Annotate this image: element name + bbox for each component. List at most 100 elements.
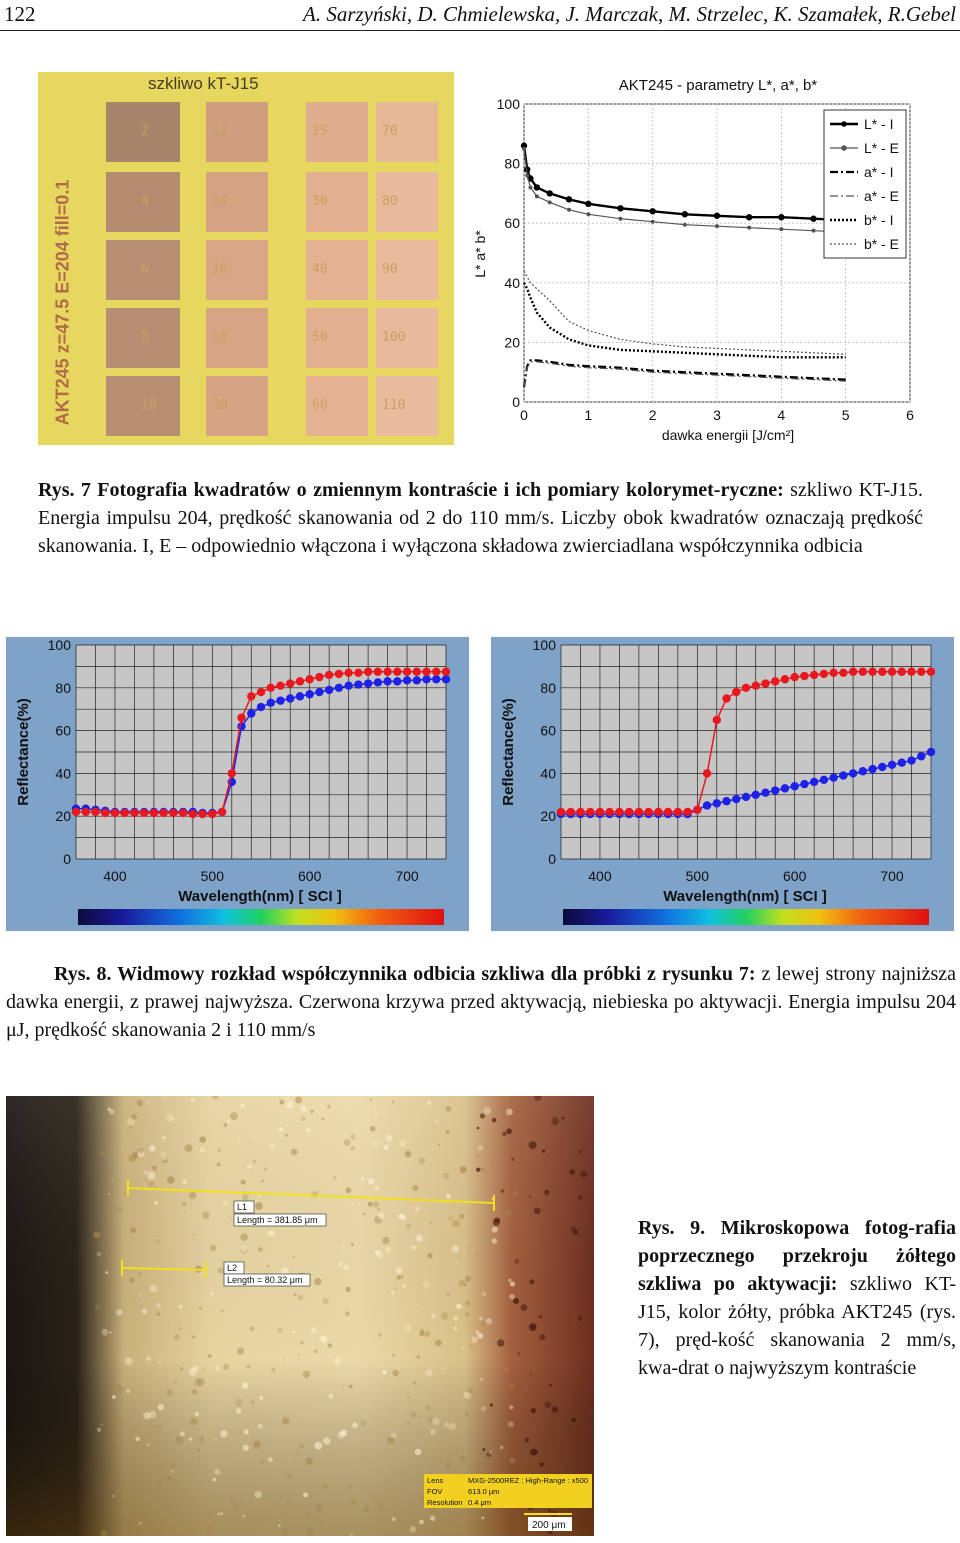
texture-speck xyxy=(491,1117,497,1123)
texture-speck xyxy=(286,1358,289,1362)
texture-speck xyxy=(174,1334,180,1341)
texture-speck xyxy=(135,1436,140,1441)
texture-speck xyxy=(345,1286,351,1292)
data-point xyxy=(917,752,926,761)
data-point xyxy=(712,715,721,725)
data-point xyxy=(761,788,770,797)
texture-speck xyxy=(235,1398,243,1407)
swatch-speed-label: 40 xyxy=(312,262,328,277)
texture-speck xyxy=(171,1469,175,1473)
texture-speck xyxy=(509,1457,516,1464)
texture-speck xyxy=(292,1255,295,1259)
texture-speck xyxy=(470,1344,473,1348)
texture-speck xyxy=(99,1150,105,1156)
texture-speck xyxy=(249,1326,255,1332)
measure-2-length-box xyxy=(223,1273,311,1287)
texture-speck xyxy=(459,1454,466,1462)
y-tick-label: 0 xyxy=(512,394,520,410)
texture-speck xyxy=(288,1457,292,1460)
texture-speck xyxy=(377,1501,384,1509)
texture-speck xyxy=(517,1352,521,1356)
texture-speck xyxy=(504,1096,511,1102)
texture-speck xyxy=(431,1313,436,1319)
texture-speck xyxy=(544,1189,550,1196)
data-point xyxy=(829,773,838,782)
texture-speck xyxy=(240,1179,246,1185)
texture-speck xyxy=(293,1293,297,1297)
texture-speck xyxy=(401,1410,404,1413)
data-point xyxy=(585,200,592,208)
data-point xyxy=(618,216,623,221)
texture-speck xyxy=(130,1114,137,1120)
color-swatch xyxy=(206,172,268,232)
texture-speck xyxy=(132,1296,135,1300)
texture-speck xyxy=(429,1428,436,1435)
data-point xyxy=(595,807,605,817)
texture-speck xyxy=(108,1193,111,1196)
texture-speck xyxy=(542,1149,546,1153)
texture-speck xyxy=(223,1200,229,1206)
lens-info-key: Resolution xyxy=(427,1498,462,1507)
data-point xyxy=(878,667,887,676)
texture-speck xyxy=(155,1238,160,1243)
data-point xyxy=(722,797,731,806)
texture-speck xyxy=(215,1366,221,1371)
fig8-reflectance-chart-right: 400 500 600 700 0 20 40 60 80 100 Wavelength(nm) [… xyxy=(491,637,954,931)
x-tick-label: 2 xyxy=(649,407,657,423)
texture-speck xyxy=(138,1521,143,1525)
texture-speck xyxy=(502,1131,507,1136)
series-line xyxy=(522,359,846,388)
x-tick-label: 5 xyxy=(842,407,850,423)
measure-1-length: Length = 381.85 μm xyxy=(237,1215,318,1225)
swatch-speed-label: 18 xyxy=(212,330,228,345)
texture-speck xyxy=(137,1272,143,1277)
texture-speck xyxy=(271,1367,276,1373)
texture-speck xyxy=(352,1422,358,1428)
legend-label: a* - E xyxy=(864,188,899,204)
texture-speck xyxy=(257,1194,261,1198)
texture-speck xyxy=(390,1291,395,1295)
texture-speck xyxy=(220,1430,228,1438)
texture-speck xyxy=(323,1437,331,1445)
texture-speck xyxy=(343,1138,351,1146)
texture-speck xyxy=(286,1474,292,1480)
data-point xyxy=(732,794,741,804)
texture-speck xyxy=(118,1419,125,1425)
x-tick-label: 4 xyxy=(777,407,785,423)
texture-speck xyxy=(297,1454,300,1457)
texture-speck xyxy=(350,1146,355,1151)
texture-speck xyxy=(427,1416,434,1423)
fig7-caption-text: szkliwo KT-J15. Energia impulsu 204, prę… xyxy=(38,479,924,557)
texture-speck xyxy=(125,1357,133,1366)
data-point xyxy=(681,211,689,218)
data-point xyxy=(422,675,431,684)
data-point xyxy=(565,196,573,203)
texture-speck xyxy=(476,1167,481,1172)
texture-speck xyxy=(476,1253,479,1256)
data-point xyxy=(732,687,741,697)
x-axis-label: Wavelength(nm) [ SCI ] xyxy=(663,888,827,905)
y-tick-label: 0 xyxy=(63,851,71,867)
sample-side-label: AKT245 z=47.5 E=204 fill=0.1 xyxy=(52,179,73,426)
data-point xyxy=(393,677,402,686)
data-point xyxy=(634,807,644,817)
texture-speck xyxy=(376,1208,381,1212)
micrograph-shading xyxy=(6,1096,594,1536)
fig7-lab-chart: AKT245 - parametry L*, a*, b*0 1 2 3 4 5 60204… xyxy=(472,77,914,443)
texture-speck xyxy=(328,1393,334,1399)
texture-speck xyxy=(348,1384,353,1389)
texture-speck xyxy=(164,1159,168,1164)
data-point xyxy=(393,667,402,676)
texture-speck xyxy=(580,1170,588,1178)
texture-speck xyxy=(410,1411,417,1418)
data-point xyxy=(556,807,566,817)
color-swatch xyxy=(306,240,368,300)
texture-speck xyxy=(441,1367,445,1370)
data-point xyxy=(295,677,305,686)
texture-speck xyxy=(290,1148,298,1156)
data-point xyxy=(305,690,314,699)
texture-speck xyxy=(463,1391,471,1399)
data-point xyxy=(926,667,936,676)
data-point xyxy=(237,722,246,731)
texture-speck xyxy=(549,1384,552,1387)
